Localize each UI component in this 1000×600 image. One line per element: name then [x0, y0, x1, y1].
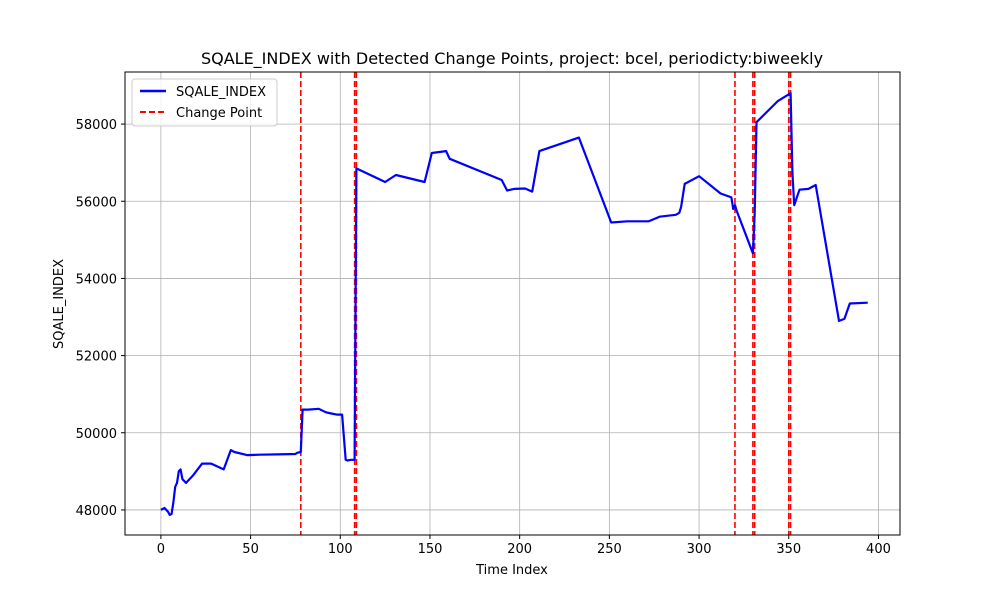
x-tick-label: 0: [157, 542, 165, 557]
legend-label-series-1: Change Point: [176, 106, 262, 121]
chart-title: SQALE_INDEX with Detected Change Points,…: [201, 49, 823, 69]
legend-label-series-0: SQALE_INDEX: [176, 85, 266, 100]
ticks: 0 50 100 150 200 250 300 350 400 48000 50000 52000 5…: [76, 118, 891, 557]
grid: [125, 72, 900, 535]
x-axis-label: Time Index: [475, 563, 548, 578]
y-tick-label: 54000: [76, 272, 117, 287]
legend: SQALE_INDEX Change Point: [131, 78, 278, 127]
series-line-sqale-index: [160, 92, 868, 517]
plot-frame: [124, 71, 901, 536]
x-tick-label: 350: [776, 542, 801, 557]
y-axis-label: SQALE_INDEX: [52, 259, 67, 349]
y-tick-label: 58000: [76, 118, 117, 133]
change-point-lines: [300, 72, 792, 535]
x-tick-label: 150: [418, 542, 443, 557]
x-tick-label: 200: [507, 542, 532, 557]
y-tick-label: 56000: [76, 195, 117, 210]
y-tick-label: 52000: [76, 350, 117, 365]
x-tick-label: 250: [597, 542, 622, 557]
y-tick-label: 50000: [76, 427, 117, 442]
series-lines: [160, 92, 868, 517]
x-tick-label: 300: [687, 542, 712, 557]
y-tick-label: 48000: [76, 504, 117, 519]
legend-box: [131, 78, 278, 127]
x-tick-label: 50: [242, 542, 259, 557]
x-tick-label: 400: [866, 542, 891, 557]
x-tick-label: 100: [328, 542, 353, 557]
